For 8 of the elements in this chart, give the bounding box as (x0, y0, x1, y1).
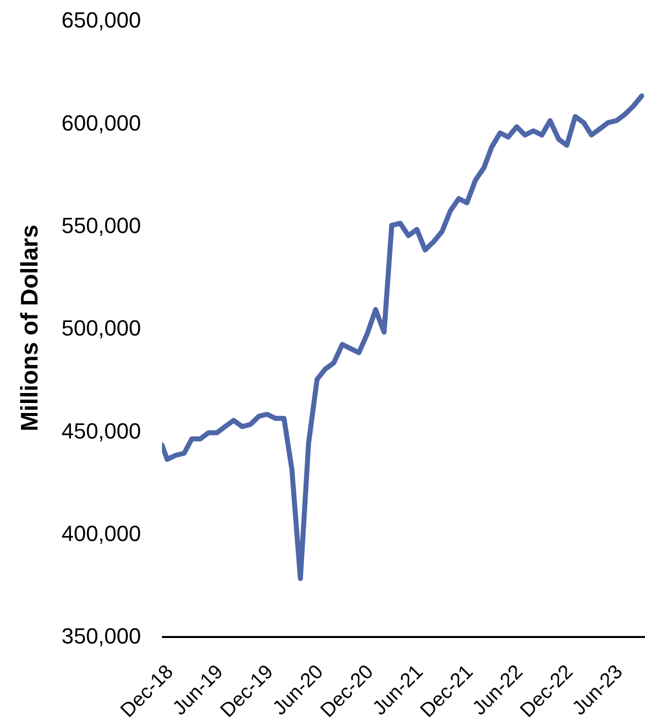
y-tick-label: 350,000 (61, 624, 141, 649)
y-tick-label: 500,000 (61, 316, 141, 341)
y-axis-title: Millions of Dollars (16, 224, 44, 432)
y-tick-label: 550,000 (61, 213, 141, 238)
y-tick-label: 600,000 (61, 110, 141, 136)
y-tick-label: 400,000 (61, 521, 141, 546)
y-tick-label: 650,000 (61, 8, 141, 33)
y-tick-label: 450,000 (61, 418, 141, 444)
